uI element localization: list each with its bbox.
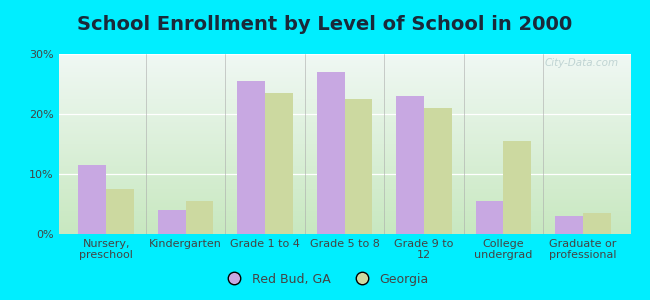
Bar xyxy=(424,108,452,234)
Text: School Enrollment by Level of School in 2000: School Enrollment by Level of School in … xyxy=(77,15,573,34)
Legend: Red Bud, GA, Georgia: Red Bud, GA, Georgia xyxy=(216,268,434,291)
Bar xyxy=(158,210,186,234)
Bar xyxy=(237,81,265,234)
Bar xyxy=(317,72,345,234)
Bar xyxy=(503,141,531,234)
Bar xyxy=(555,216,583,234)
Bar xyxy=(583,213,610,234)
Bar xyxy=(476,201,503,234)
Text: City-Data.com: City-Data.com xyxy=(545,58,619,68)
Bar xyxy=(396,96,424,234)
Bar xyxy=(265,93,293,234)
Bar xyxy=(79,165,106,234)
Bar xyxy=(186,201,213,234)
Bar xyxy=(106,189,134,234)
Bar xyxy=(344,99,372,234)
